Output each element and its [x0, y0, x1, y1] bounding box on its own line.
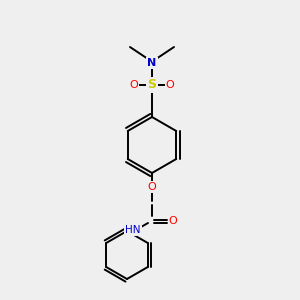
Text: O: O	[148, 182, 156, 192]
Text: S: S	[148, 79, 157, 92]
Text: N: N	[147, 58, 157, 68]
Text: O: O	[130, 80, 138, 90]
Text: O: O	[169, 216, 177, 226]
Text: HN: HN	[125, 225, 141, 235]
Text: O: O	[166, 80, 174, 90]
